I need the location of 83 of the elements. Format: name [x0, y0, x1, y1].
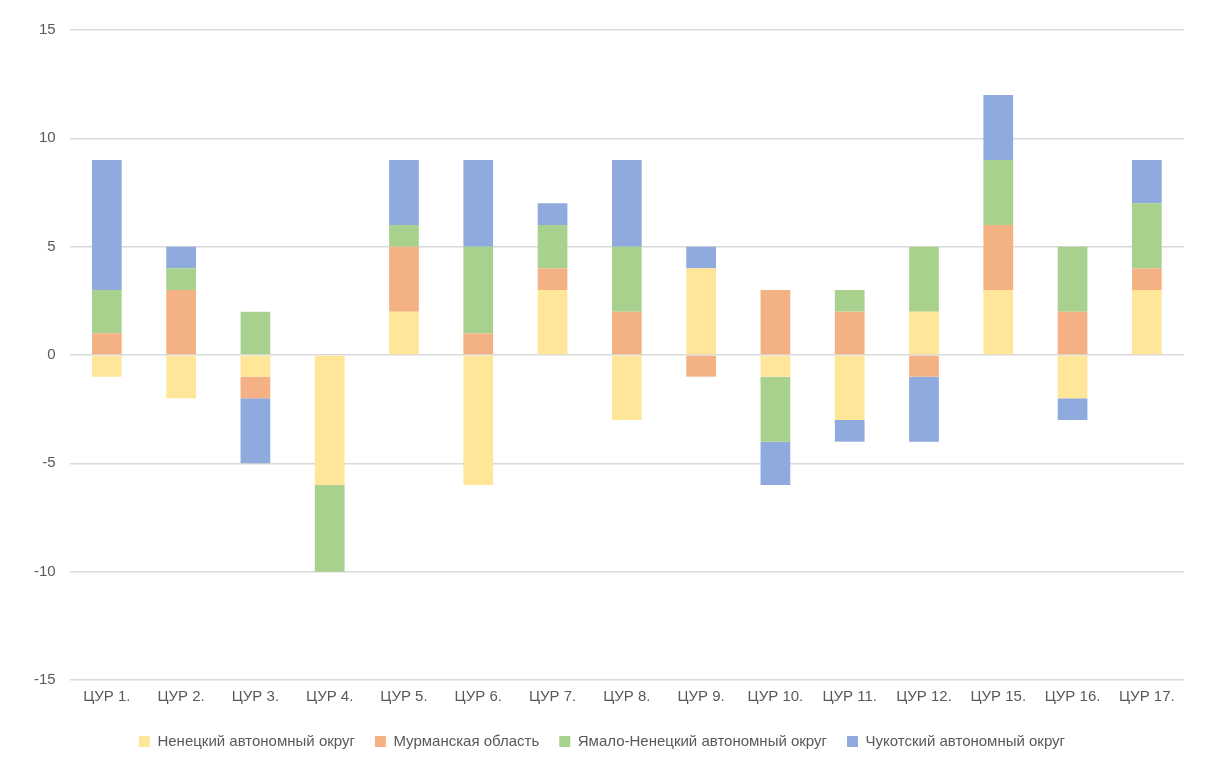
legend-label: Ненецкий автономный округ	[157, 731, 356, 749]
x-tick-label: ЦУР 5.	[380, 687, 428, 705]
bar	[314, 485, 345, 572]
x-tick-label: ЦУР 16.	[1044, 687, 1101, 705]
x-tick-label: ЦУР 9.	[677, 687, 725, 705]
bar	[909, 246, 939, 312]
x-tick-label: ЦУР 4.	[306, 687, 354, 705]
bar	[240, 398, 271, 464]
bar	[463, 246, 494, 334]
bar	[909, 355, 939, 377]
bar	[983, 95, 1014, 160]
bar	[1057, 355, 1088, 399]
bar	[91, 290, 122, 334]
bar	[463, 333, 494, 355]
bar	[611, 160, 642, 247]
bar	[983, 225, 1014, 290]
bar	[1132, 290, 1162, 355]
bar	[389, 160, 419, 225]
x-tick-label: ЦУР 7.	[528, 687, 577, 705]
bar	[760, 376, 791, 442]
bar	[166, 268, 196, 290]
bar	[314, 355, 345, 485]
legend-label: Чукотский автономный округ	[865, 731, 1066, 749]
y-tick-label: 15	[38, 20, 56, 38]
x-tick-label: ЦУР 10.	[747, 687, 804, 705]
bar	[1057, 246, 1088, 312]
bar	[760, 355, 791, 377]
x-tick-label: ЦУР 3.	[231, 687, 280, 705]
bar	[91, 333, 122, 355]
x-tick-label: ЦУР 11.	[822, 687, 877, 705]
bar	[760, 290, 791, 355]
legend-label: Ямало-Ненецкий автономный округ	[577, 731, 828, 749]
bar	[909, 311, 939, 355]
x-tick-label: ЦУР 12.	[896, 687, 952, 705]
bar	[834, 355, 865, 420]
bar	[537, 290, 568, 355]
bar	[834, 420, 865, 442]
bar	[1057, 311, 1088, 355]
y-tick-label: -10	[33, 561, 56, 579]
x-tick-label: ЦУР 8.	[603, 687, 651, 705]
y-tick-label: 5	[47, 236, 56, 254]
y-tick-label: 10	[38, 128, 56, 146]
bar	[537, 203, 568, 225]
bar	[686, 246, 716, 269]
bar	[611, 355, 642, 420]
y-tick-label: -5	[42, 453, 56, 471]
bar	[1132, 203, 1162, 269]
bar	[463, 355, 494, 485]
bar	[91, 160, 122, 290]
bar	[389, 311, 419, 355]
bar	[834, 311, 865, 355]
x-tick-label: ЦУР 1.	[83, 687, 131, 705]
x-tick-label: ЦУР 17.	[1119, 687, 1175, 705]
bar	[686, 268, 716, 355]
bar	[240, 376, 271, 399]
bar	[240, 311, 271, 355]
bar	[463, 160, 494, 247]
bar	[611, 246, 642, 312]
bar	[166, 355, 196, 399]
bar	[537, 225, 568, 269]
bar	[389, 246, 419, 312]
x-tick-label: ЦУР 2.	[157, 687, 205, 705]
y-tick-label: 0	[47, 345, 56, 363]
bar	[1057, 398, 1088, 420]
bar	[611, 311, 642, 355]
x-tick-label: ЦУР 15.	[970, 687, 1027, 705]
bar	[166, 290, 196, 355]
bar	[537, 268, 568, 290]
bar	[983, 160, 1014, 225]
bar	[834, 290, 865, 312]
bar	[166, 246, 196, 269]
bar	[983, 290, 1014, 355]
bar	[91, 355, 122, 377]
bar	[760, 441, 791, 485]
bar	[909, 376, 939, 442]
x-tick-label: ЦУР 6.	[454, 687, 502, 705]
bar	[686, 355, 716, 377]
y-tick-label: -15	[33, 670, 56, 688]
legend-label: Мурманская область	[393, 731, 540, 749]
bar	[1132, 268, 1162, 290]
bar	[1132, 160, 1162, 204]
bar	[389, 225, 419, 247]
bar	[240, 355, 271, 377]
